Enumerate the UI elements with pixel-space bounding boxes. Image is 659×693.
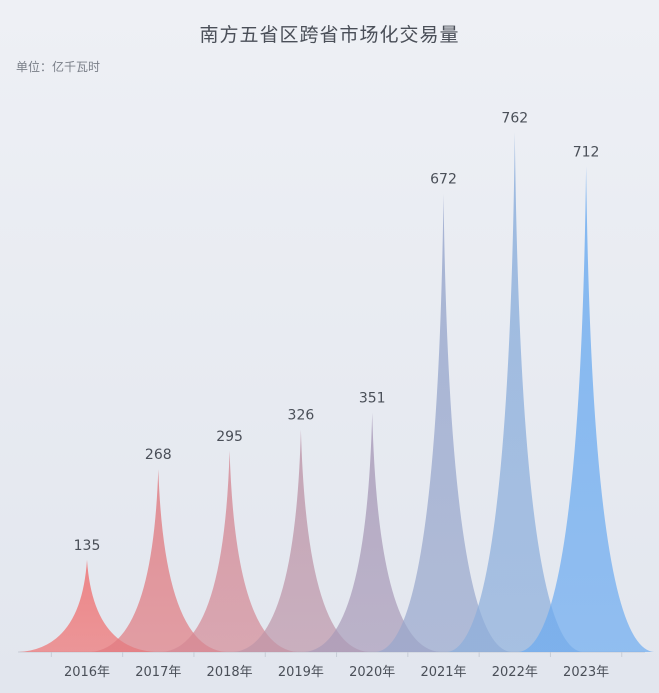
bar-2017年 [90, 469, 227, 652]
x-tick-label: 2022年 [492, 665, 538, 680]
x-tick-label: 2017年 [135, 665, 181, 680]
bar-2019年 [232, 429, 369, 652]
x-tick-label: 2023年 [563, 665, 609, 680]
data-label: 295 [216, 429, 243, 445]
bar-2021年 [375, 193, 512, 652]
chart-title: 南方五省区跨省市场化交易量 [199, 24, 460, 46]
data-label: 326 [288, 408, 315, 424]
x-tick-label: 2019年 [278, 665, 324, 680]
bar-2020年 [304, 412, 441, 652]
bar-2016年 [19, 559, 155, 652]
data-label: 672 [430, 172, 457, 188]
bar-2018年 [161, 450, 298, 652]
data-label: 268 [145, 447, 172, 463]
unit-label: 单位：亿千瓦时 [16, 60, 101, 74]
x-tick-label: 2021年 [420, 665, 466, 680]
data-label: 351 [359, 391, 386, 407]
data-label: 762 [501, 110, 528, 126]
data-label: 135 [74, 538, 101, 554]
data-label: 712 [573, 144, 600, 160]
bar-2022年 [446, 132, 583, 652]
x-tick-label: 2018年 [207, 665, 253, 680]
bar-2023年 [518, 166, 655, 652]
x-tick-label: 2016年 [64, 665, 110, 680]
x-tick-label: 2020年 [349, 665, 395, 680]
